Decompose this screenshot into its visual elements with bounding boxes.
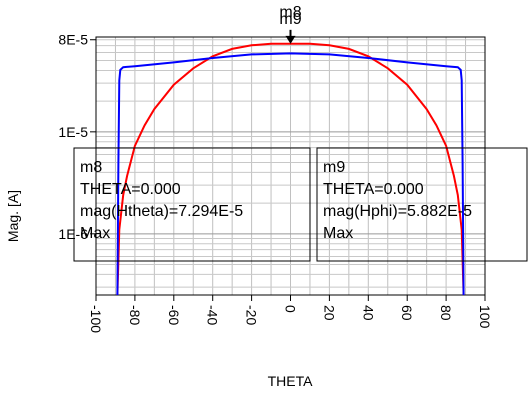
x-tick-label: -60 — [166, 305, 182, 325]
x-tick-label: 80 — [438, 305, 454, 321]
marker-readout-box-m9 — [316, 147, 528, 262]
marker-readout-line: Max — [80, 225, 110, 242]
y-tick-label: 8E-5 — [58, 32, 88, 48]
x-tick-label: 60 — [399, 305, 415, 321]
grid — [95, 37, 486, 295]
marker-readout-line: Max — [323, 225, 353, 242]
series-line-2 — [116, 52, 465, 296]
x-tick-label: -100 — [88, 305, 104, 333]
marker-readouts: m8 THETA=0.000 mag(Htheta)=7.294E-5 Max m9 TH… — [73, 147, 528, 262]
marker-readout-line: THETA=0.000 — [323, 181, 424, 198]
x-tick-label: -40 — [205, 305, 221, 325]
y-tick-label: 1E-6 — [58, 226, 88, 242]
marker-readout-line: m9 — [323, 159, 345, 176]
y-tick-labels: 8E-5 1E-5 1E-6 — [58, 32, 96, 242]
marker-arrow — [285, 35, 296, 44]
y-tick-label: 1E-5 — [58, 124, 88, 140]
x-tick-label: 40 — [360, 305, 376, 321]
y-axis-label: Mag. [A] — [5, 190, 21, 242]
x-tick-label: 0 — [283, 305, 299, 313]
marker-name-m9: m9 — [279, 11, 301, 28]
x-axis-label: THETA — [268, 373, 314, 389]
marker-readout-line: mag(Hphi)=5.882E-5 — [323, 203, 472, 220]
x-tick-label: 20 — [321, 305, 337, 321]
x-tick-labels: -100 -80 -60 -40 -20 0 20 40 60 80 100 — [88, 295, 493, 333]
marker-name-m8: m8 — [279, 4, 301, 21]
marker-readout-line: mag(Htheta)=7.294E-5 — [80, 203, 243, 220]
marker-readout-box-m8 — [73, 147, 311, 262]
x-tick-label: -80 — [127, 305, 143, 325]
x-tick-label: -20 — [244, 305, 260, 325]
marker-readout-line: THETA=0.000 — [80, 181, 181, 198]
x-tick-label: 100 — [477, 305, 493, 329]
marker-readout-line: m8 — [80, 159, 102, 176]
